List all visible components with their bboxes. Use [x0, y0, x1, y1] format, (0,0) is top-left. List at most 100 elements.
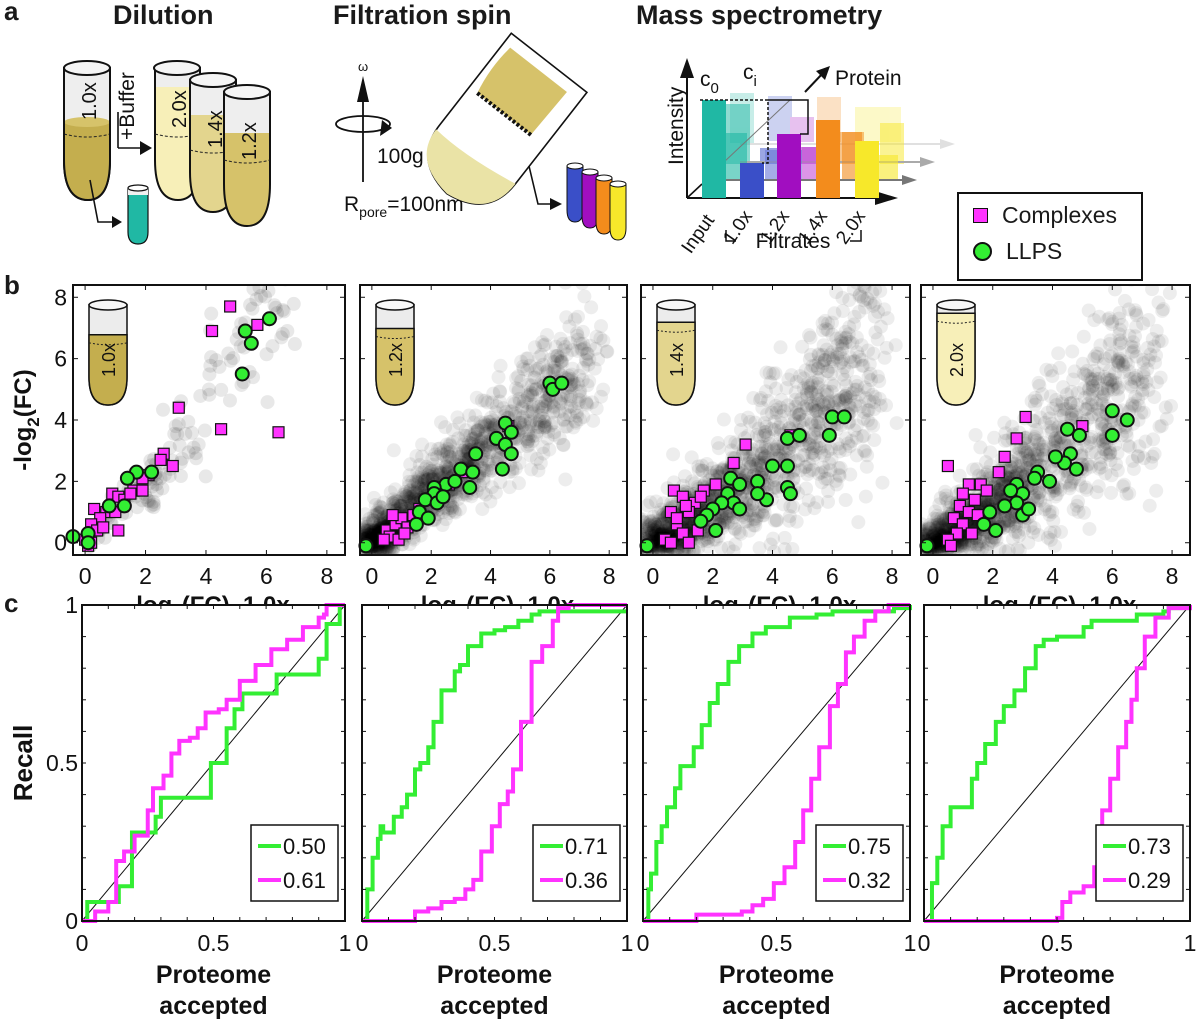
proteome-point [1028, 390, 1043, 405]
proteome-point [842, 320, 857, 335]
proteome-point [646, 523, 661, 538]
proteome-point [832, 392, 847, 407]
proteome-point [365, 516, 380, 531]
proteome-point [1094, 450, 1108, 465]
proteome-point [546, 363, 561, 378]
proteome-point [558, 339, 573, 354]
x-tick-label: 8 [886, 563, 899, 589]
proteome-point [820, 471, 835, 486]
proteome-point [1048, 489, 1063, 504]
proteome-point [1029, 485, 1044, 500]
proteome-point [492, 384, 507, 399]
proteome-point [489, 405, 504, 420]
proteome-point [548, 339, 563, 354]
proteome-point [1088, 445, 1103, 460]
proteome-point [566, 377, 581, 392]
proteome-point [372, 499, 387, 514]
proteome-point [531, 420, 546, 435]
proteome-point [641, 522, 655, 537]
proteome-point [848, 398, 863, 413]
proteome-point [528, 382, 543, 397]
proteome-point [788, 392, 803, 407]
proteome-point [655, 516, 670, 531]
llps-point [503, 424, 519, 440]
proteome-point [1070, 385, 1085, 400]
proteome-point [1056, 407, 1071, 422]
proteome-point [560, 387, 575, 402]
proteome-point [404, 489, 419, 504]
proteome-point [197, 423, 212, 438]
proteome-point [1122, 364, 1137, 379]
proteome-point [486, 420, 501, 435]
proteome-point [468, 408, 483, 423]
proteome-point [978, 493, 993, 508]
x-tick-label: 6 [260, 563, 273, 589]
tube-label: 1.2x [386, 343, 406, 377]
proteome-point [406, 489, 421, 504]
proteome-point [537, 420, 552, 435]
proteome-point [362, 527, 377, 542]
proteome-point [512, 415, 527, 430]
proteome-point [566, 420, 581, 435]
proteome-point [1004, 460, 1019, 475]
proteome-point [583, 338, 598, 353]
proteome-point [826, 378, 841, 393]
diagonal-reference-line [361, 604, 628, 922]
proteome-point [777, 404, 792, 419]
proteome-point [1110, 358, 1125, 373]
proteome-point [524, 462, 539, 477]
proteome-point [829, 350, 844, 365]
proteome-point [1029, 452, 1044, 467]
proteome-point [815, 347, 830, 362]
llps-point [554, 375, 570, 391]
proteome-point [938, 522, 953, 537]
proteome-point [751, 505, 766, 520]
proteome-point [836, 390, 851, 405]
proteome-point [854, 352, 869, 367]
proteome-point [815, 323, 830, 338]
proteome-point [1141, 383, 1156, 398]
proteome-point [468, 425, 483, 440]
proteome-point [773, 408, 788, 423]
proteome-point [879, 398, 894, 413]
llps-point [1104, 427, 1120, 443]
proteome-point [1033, 493, 1048, 508]
proteome-point [1100, 383, 1115, 398]
proteome-point [728, 435, 743, 450]
proteome-point [1130, 372, 1145, 387]
proteome-point [396, 487, 411, 502]
proteome-point [1031, 490, 1046, 505]
proteome-point [451, 447, 466, 462]
proteome-point [536, 446, 551, 461]
proteome-point [1096, 357, 1111, 372]
proteome-point [750, 509, 765, 524]
legend-frame [1095, 824, 1184, 902]
proteome-point [437, 464, 452, 479]
proteome-point [365, 528, 380, 543]
proteome-point [286, 296, 301, 311]
proteome-point [852, 304, 867, 319]
proteome-point [1042, 507, 1057, 522]
x-tick-label: 0 [918, 930, 931, 956]
proteome-point [829, 477, 844, 492]
proteome-point [1015, 451, 1030, 466]
proteome-point [168, 419, 183, 434]
proteome-point [811, 347, 826, 362]
proteome-point [816, 338, 831, 353]
proteome-point [781, 372, 796, 387]
legend-item-complexes: Complexes [973, 202, 1117, 229]
proteome-point [402, 468, 417, 483]
proteome-point [764, 405, 779, 420]
proteome-point [1077, 381, 1092, 396]
proteome-point [260, 395, 275, 410]
proteome-point [1077, 390, 1092, 405]
proteome-point [1103, 445, 1118, 460]
proteome-point [796, 381, 811, 396]
proteome-point [921, 528, 934, 543]
proteome-point [366, 508, 381, 523]
proteome-point [807, 501, 822, 516]
proteome-point [699, 457, 714, 472]
proteome-point [1123, 401, 1138, 416]
proteome-point [1081, 303, 1096, 318]
